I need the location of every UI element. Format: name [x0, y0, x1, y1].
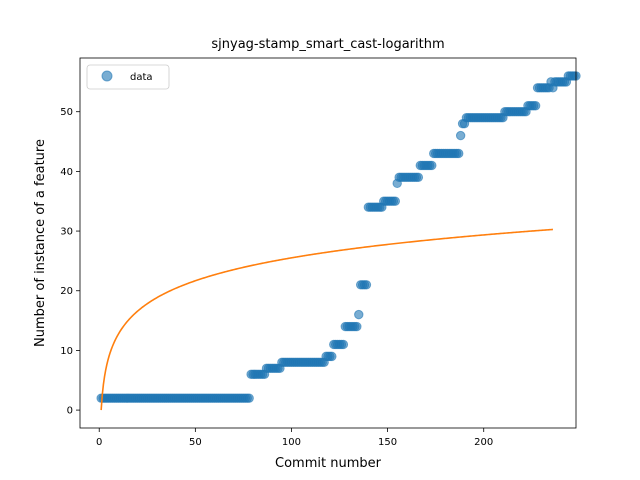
x-axis-ticks: 0 50 100 150 200: [96, 428, 493, 448]
data-point: [390, 196, 400, 206]
plot-frame: [79, 57, 577, 429]
y-tick-label: 40: [60, 167, 73, 178]
x-tick-label: 200: [474, 437, 493, 448]
legend-box: [86, 64, 170, 90]
y-tick-label: 20: [60, 286, 73, 297]
y-tick-label: 10: [60, 346, 73, 357]
data-point: [427, 160, 437, 171]
data-point: [454, 148, 464, 159]
y-tick-label: 50: [60, 107, 73, 118]
y-axis-title: Number of instance of a feature: [33, 139, 48, 347]
legend-label-data: data: [130, 72, 153, 83]
data-point: [530, 101, 541, 111]
legend-marker-data: [101, 70, 113, 82]
legend: data: [86, 64, 170, 90]
y-tick-label: 0: [67, 406, 73, 417]
plot-area: [96, 71, 581, 411]
y-axis-ticks: 0 10 20 30 40 50: [60, 107, 80, 417]
chart-title: sjnyag-stamp_smart_cast-logarithm: [211, 37, 444, 52]
x-tick-label: 50: [189, 437, 202, 448]
data-point: [361, 280, 372, 290]
data-point: [244, 393, 254, 403]
x-tick-label: 100: [282, 437, 301, 448]
x-tick-label: 0: [96, 437, 102, 448]
data-point: [455, 130, 466, 141]
y-tick-label: 30: [60, 227, 73, 238]
x-tick-label: 150: [378, 437, 397, 448]
fit-line: [100, 228, 553, 411]
data-point: [338, 339, 349, 350]
data-point: [354, 309, 364, 320]
data-point: [413, 172, 424, 183]
data-point: [327, 351, 337, 362]
x-axis-title: Commit number: [275, 456, 382, 471]
data-point: [352, 321, 362, 332]
